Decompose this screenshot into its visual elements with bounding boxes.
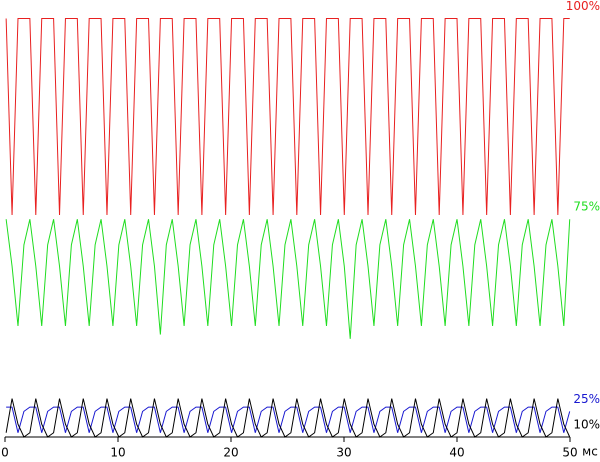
- series-line: [5, 18, 570, 215]
- x-axis-label: мс: [582, 445, 598, 459]
- series-label: 25%: [573, 392, 600, 406]
- series-label: 10%: [573, 418, 600, 432]
- x-tick-label: 30: [336, 446, 351, 460]
- series-line: [6, 406, 571, 433]
- x-tick-label: 50: [562, 446, 577, 460]
- series-line: [5, 398, 571, 438]
- series-line: [5, 219, 571, 339]
- x-tick-label: 20: [223, 446, 238, 460]
- x-tick-label: 40: [449, 446, 464, 460]
- x-tick-label: 10: [110, 446, 125, 460]
- series-label: 75%: [573, 200, 600, 214]
- series-label: 100%: [566, 0, 600, 13]
- x-tick-label: 0: [1, 446, 9, 460]
